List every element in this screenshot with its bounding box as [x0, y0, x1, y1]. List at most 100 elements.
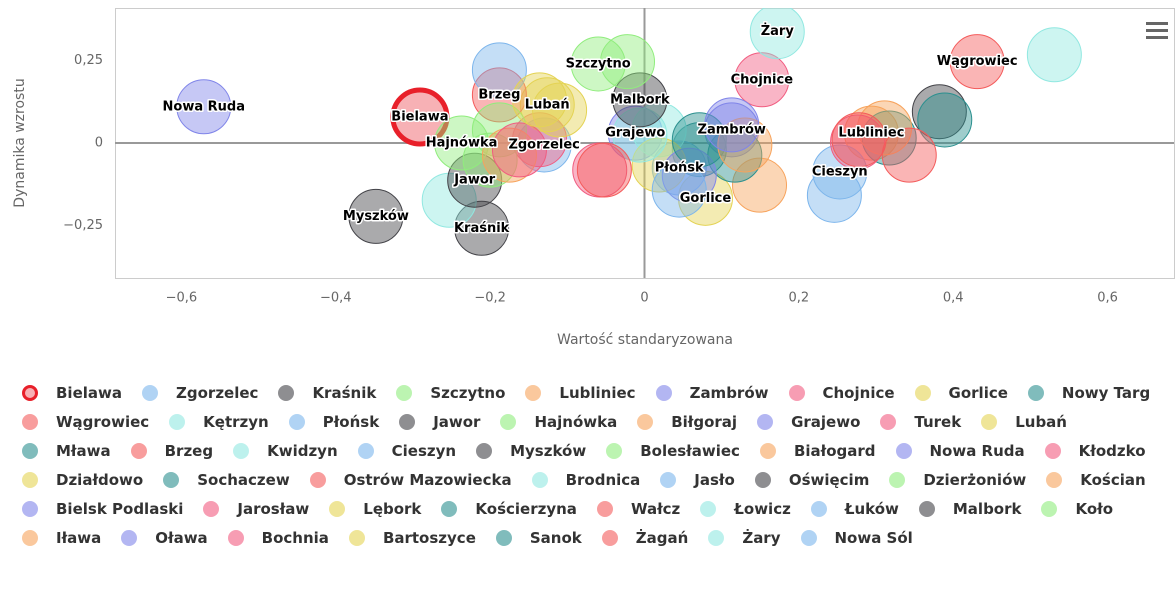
legend-symbol: [399, 414, 416, 430]
legend-symbol: [880, 414, 897, 430]
legend-item[interactable]: Wałcz: [596, 498, 680, 520]
legend-item[interactable]: Żagań: [601, 527, 689, 549]
legend-item[interactable]: Kłodzko: [1044, 440, 1146, 462]
legend-item[interactable]: Bochnia: [227, 527, 329, 549]
legend-item[interactable]: Kwidzyn: [233, 440, 338, 462]
legend-item[interactable]: Grajewo: [757, 411, 860, 433]
legend-item[interactable]: Kraśnik: [278, 382, 376, 404]
data-label: Bielawa: [391, 109, 448, 124]
legend-symbol: [22, 530, 38, 546]
legend-item[interactable]: Gorlice: [914, 382, 1008, 404]
legend-item[interactable]: Chojnice: [788, 382, 895, 404]
legend-item[interactable]: Nowa Sól: [800, 527, 913, 549]
legend-item[interactable]: Koło: [1041, 498, 1113, 520]
chart: Wartość standaryzowana Dynamika wzrostu …: [12, 8, 1175, 348]
legend-item[interactable]: Zambrów: [655, 382, 769, 404]
legend-item[interactable]: Nowy Targ: [1027, 382, 1150, 404]
legend-item[interactable]: Zgorzelec: [142, 382, 258, 404]
bubble: [812, 144, 868, 200]
legend-symbol: [130, 443, 147, 459]
legend-item[interactable]: Szczytno: [396, 382, 505, 404]
legend-symbol: [700, 501, 717, 517]
legend-item[interactable]: Nowa Ruda: [895, 440, 1025, 462]
legend-item[interactable]: Oświęcim: [754, 469, 869, 491]
legend-item[interactable]: Dzierżoniów: [889, 469, 1026, 491]
legend-item[interactable]: Malbork: [918, 498, 1021, 520]
legend-item[interactable]: Jarosław: [203, 498, 309, 520]
x-tick-label: 0,2: [789, 291, 810, 306]
bubble: [631, 137, 687, 193]
legend-item[interactable]: Białogard: [759, 440, 876, 462]
legend-item[interactable]: Kościerzyna: [441, 498, 577, 520]
bubble: [176, 79, 232, 135]
legend-label: Ostrów Mazowiecka: [343, 471, 512, 489]
data-label: Płońsk: [655, 161, 704, 176]
legend-item[interactable]: Sanok: [495, 527, 582, 549]
legend-label: Zgorzelec: [176, 384, 259, 402]
legend-item[interactable]: Mława: [22, 440, 111, 462]
legend-item[interactable]: Jasło: [660, 469, 735, 491]
legend-item[interactable]: Kościan: [1046, 469, 1146, 491]
data-label: Wągrowiec: [937, 54, 1018, 69]
legend-item[interactable]: Płońsk: [288, 411, 379, 433]
data-label: Lubliniec: [838, 126, 904, 141]
legend-symbol: [637, 414, 654, 430]
legend-item[interactable]: Żary: [708, 527, 781, 549]
legend-item[interactable]: Lubań: [981, 411, 1067, 433]
bubble: [532, 82, 588, 138]
bubble: [704, 97, 760, 153]
legend-symbol: [348, 530, 365, 546]
bubble: [677, 170, 733, 226]
legend-item[interactable]: Bartoszyce: [348, 527, 476, 549]
x-tick-label: −0,6: [166, 291, 198, 306]
data-label: Nowa Ruda: [163, 99, 245, 114]
legend-item[interactable]: Sochaczew: [163, 469, 290, 491]
legend-item[interactable]: Bielawa: [22, 382, 122, 404]
legend-label: Żagań: [635, 529, 689, 547]
legend-item[interactable]: Łuków: [810, 498, 899, 520]
legend-item[interactable]: Myszków: [476, 440, 586, 462]
legend-item[interactable]: Hajnówka: [500, 411, 617, 433]
bubble: [512, 72, 568, 128]
bubble: [806, 167, 862, 223]
x-tick-label: 0,4: [943, 291, 964, 306]
legend-item[interactable]: Iława: [22, 527, 101, 549]
legend-symbol: [476, 443, 493, 459]
legend-item[interactable]: Brodnica: [531, 469, 640, 491]
legend-symbol: [142, 385, 158, 401]
legend-item[interactable]: Brzeg: [130, 440, 213, 462]
legend-item[interactable]: Jawor: [399, 411, 480, 433]
legend-item[interactable]: Łowicz: [700, 498, 791, 520]
legend-symbol: [500, 414, 517, 430]
legend-symbol: [800, 530, 817, 546]
menu-bar: [1146, 22, 1168, 25]
legend-label: Lubań: [1015, 413, 1067, 431]
legend-label: Bolesławiec: [640, 442, 740, 460]
legend-item[interactable]: Oława: [121, 527, 208, 549]
legend-label: Biłgoraj: [671, 413, 738, 431]
legend-label: Sochaczew: [197, 471, 290, 489]
data-label: Zambrów: [698, 122, 766, 137]
legend-item[interactable]: Bielsk Podlaski: [22, 498, 183, 520]
legend-item[interactable]: Ostrów Mazowiecka: [309, 469, 512, 491]
legend-item[interactable]: Biłgoraj: [637, 411, 737, 433]
legend-symbol: [1044, 443, 1061, 459]
legend-item[interactable]: Kętrzyn: [169, 411, 269, 433]
bubble: [600, 34, 656, 90]
legend-item[interactable]: Lubliniec: [525, 382, 636, 404]
legend-symbol: [121, 530, 138, 546]
menu-bar: [1146, 36, 1168, 39]
legend-symbol: [22, 501, 38, 517]
legend-item[interactable]: Cieszyn: [357, 440, 456, 462]
data-label: Szczytno: [566, 56, 631, 71]
bubble: [861, 110, 917, 166]
legend-label: Lubliniec: [559, 384, 636, 402]
legend-item[interactable]: Lębork: [329, 498, 421, 520]
menu-button[interactable]: [1146, 22, 1168, 39]
legend-item[interactable]: Wągrowiec: [22, 411, 149, 433]
legend-symbol: [981, 414, 998, 430]
legend-label: Mława: [56, 442, 111, 460]
legend-item[interactable]: Turek: [880, 411, 961, 433]
legend-item[interactable]: Bolesławiec: [606, 440, 740, 462]
legend-item[interactable]: Działdowo: [22, 469, 143, 491]
